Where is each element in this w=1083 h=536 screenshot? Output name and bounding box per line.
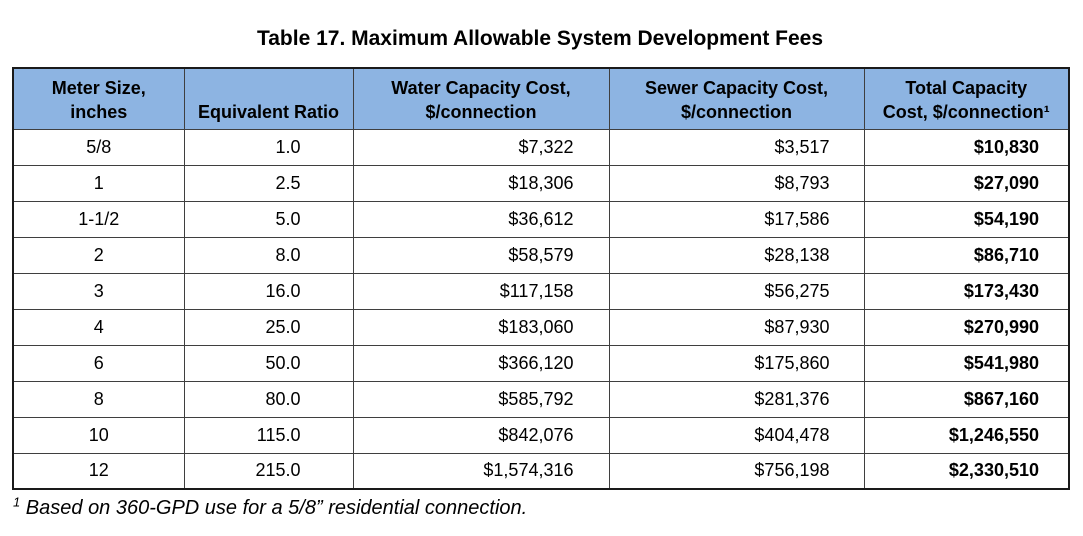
cell-water-capacity-cost: $117,158	[352, 272, 610, 310]
cell-equivalent-ratio: 80.0	[183, 380, 354, 418]
cell-meter-size: 1-1/2	[12, 200, 185, 238]
cell-meter-size: 3	[12, 272, 185, 310]
cell-meter-size: 8	[12, 380, 185, 418]
cell-total-capacity-cost: $1,246,550	[863, 416, 1070, 454]
cell-sewer-capacity-cost: $8,793	[608, 164, 865, 202]
cell-water-capacity-cost: $18,306	[352, 164, 610, 202]
footnote-marker: 1	[13, 494, 21, 510]
fees-table: Meter Size, inches Equivalent Ratio Wate…	[12, 67, 1070, 490]
cell-equivalent-ratio: 2.5	[183, 164, 354, 202]
table-row: 2 8.0 $58,579 $28,138 $86,710	[12, 236, 1070, 274]
cell-meter-size: 2	[12, 236, 185, 274]
table-row: 4 25.0 $183,060 $87,930 $270,990	[12, 308, 1070, 346]
cell-total-capacity-cost: $10,830	[863, 128, 1070, 166]
cell-water-capacity-cost: $366,120	[352, 344, 610, 382]
cell-equivalent-ratio: 115.0	[183, 416, 354, 454]
cell-sewer-capacity-cost: $281,376	[608, 380, 865, 418]
cell-water-capacity-cost: $585,792	[352, 380, 610, 418]
cell-meter-size: 4	[12, 308, 185, 346]
cell-total-capacity-cost: $54,190	[863, 200, 1070, 238]
cell-total-capacity-cost: $867,160	[863, 380, 1070, 418]
footnote: 1 Based on 360-GPD use for a 5/8” reside…	[13, 494, 1068, 520]
cell-equivalent-ratio: 16.0	[183, 272, 354, 310]
cell-sewer-capacity-cost: $3,517	[608, 128, 865, 166]
header-row: Meter Size, inches Equivalent Ratio Wate…	[12, 67, 1070, 130]
col-header-sewer-capacity-cost: Sewer Capacity Cost, $/connection	[608, 67, 865, 130]
cell-meter-size: 10	[12, 416, 185, 454]
cell-total-capacity-cost: $27,090	[863, 164, 1070, 202]
cell-total-capacity-cost: $270,990	[863, 308, 1070, 346]
cell-sewer-capacity-cost: $175,860	[608, 344, 865, 382]
table-row: 1 2.5 $18,306 $8,793 $27,090	[12, 164, 1070, 202]
cell-sewer-capacity-cost: $87,930	[608, 308, 865, 346]
cell-total-capacity-cost: $541,980	[863, 344, 1070, 382]
cell-equivalent-ratio: 25.0	[183, 308, 354, 346]
col-header-meter-size: Meter Size, inches	[12, 67, 185, 130]
col-header-equivalent-ratio: Equivalent Ratio	[183, 67, 354, 130]
cell-water-capacity-cost: $1,574,316	[352, 452, 610, 490]
col-header-water-capacity-cost: Water Capacity Cost, $/connection	[352, 67, 610, 130]
footnote-text: Based on 360-GPD use for a 5/8” resident…	[25, 497, 528, 519]
cell-equivalent-ratio: 215.0	[183, 452, 354, 490]
cell-equivalent-ratio: 1.0	[183, 128, 354, 166]
cell-sewer-capacity-cost: $756,198	[608, 452, 865, 490]
table-row: 12 215.0 $1,574,316 $756,198 $2,330,510	[12, 452, 1070, 490]
cell-water-capacity-cost: $58,579	[352, 236, 610, 274]
table-row: 1-1/2 5.0 $36,612 $17,586 $54,190	[12, 200, 1070, 238]
table-row: 3 16.0 $117,158 $56,275 $173,430	[12, 272, 1070, 310]
table-row: 6 50.0 $366,120 $175,860 $541,980	[12, 344, 1070, 382]
table-row: 5/8 1.0 $7,322 $3,517 $10,830	[12, 128, 1070, 166]
cell-equivalent-ratio: 5.0	[183, 200, 354, 238]
cell-sewer-capacity-cost: $28,138	[608, 236, 865, 274]
cell-meter-size: 12	[12, 452, 185, 490]
table-title: Table 17. Maximum Allowable System Devel…	[256, 27, 824, 50]
cell-water-capacity-cost: $7,322	[352, 128, 610, 166]
cell-sewer-capacity-cost: $404,478	[608, 416, 865, 454]
cell-total-capacity-cost: $86,710	[863, 236, 1070, 274]
cell-meter-size: 1	[12, 164, 185, 202]
cell-meter-size: 6	[12, 344, 185, 382]
cell-water-capacity-cost: $183,060	[352, 308, 610, 346]
cell-water-capacity-cost: $36,612	[352, 200, 610, 238]
cell-equivalent-ratio: 50.0	[183, 344, 354, 382]
cell-equivalent-ratio: 8.0	[183, 236, 354, 274]
cell-sewer-capacity-cost: $17,586	[608, 200, 865, 238]
col-header-total-capacity-cost: Total Capacity Cost, $/connection¹	[863, 67, 1070, 130]
table-body: 5/8 1.0 $7,322 $3,517 $10,830 1 2.5 $18,…	[12, 128, 1070, 490]
cell-sewer-capacity-cost: $56,275	[608, 272, 865, 310]
table-row: 8 80.0 $585,792 $281,376 $867,160	[12, 380, 1070, 418]
cell-water-capacity-cost: $842,076	[352, 416, 610, 454]
cell-total-capacity-cost: $2,330,510	[863, 452, 1070, 490]
cell-total-capacity-cost: $173,430	[863, 272, 1070, 310]
table-row: 10 115.0 $842,076 $404,478 $1,246,550	[12, 416, 1070, 454]
cell-meter-size: 5/8	[12, 128, 185, 166]
